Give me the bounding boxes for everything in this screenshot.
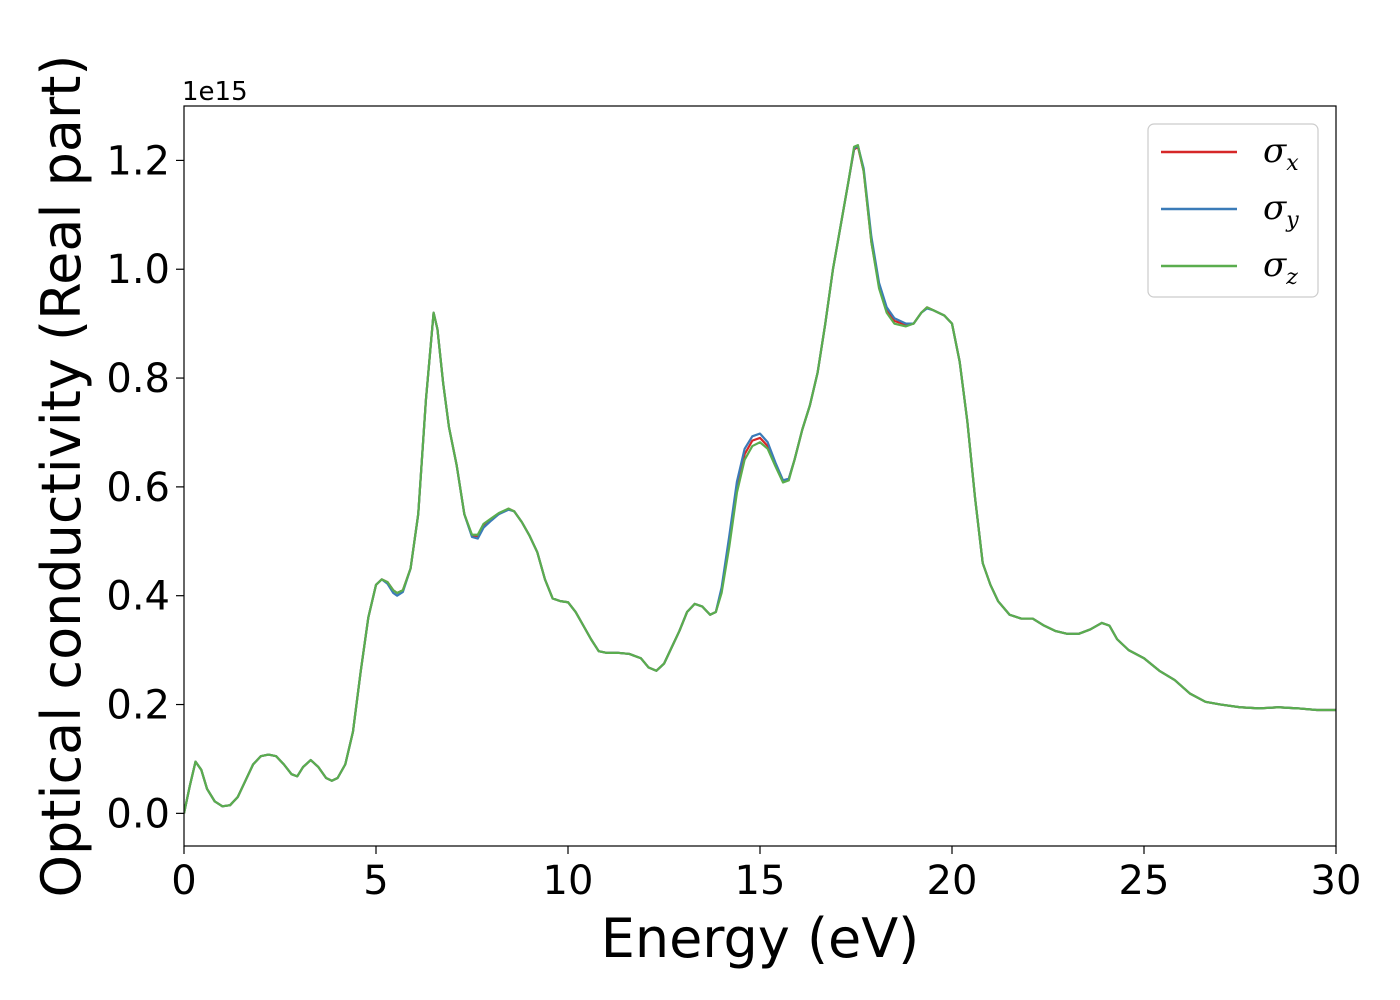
legend-symbol: σ	[1263, 188, 1287, 228]
legend-label-y: σy	[1263, 188, 1299, 233]
legend-subscript: z	[1285, 265, 1298, 290]
y-tick-label: 1.2	[106, 138, 170, 184]
x-tick-label: 5	[363, 858, 388, 904]
x-tick-label: 20	[927, 858, 978, 904]
x-axis-label: Energy (eV)	[601, 907, 920, 970]
x-tick-label: 15	[735, 858, 786, 904]
x-tick-label: 0	[171, 858, 196, 904]
legend-symbol: σ	[1263, 131, 1287, 171]
y-offset-label: 1e15	[182, 77, 248, 107]
y-tick-label: 0.0	[106, 791, 170, 837]
y-tick-label: 0.4	[106, 574, 170, 620]
y-axis-label: Optical conductivity (Real part)	[30, 55, 93, 898]
x-axis: 0 5 10 15 20 25 30	[171, 846, 1361, 904]
legend-symbol: σ	[1263, 245, 1287, 285]
x-tick-label: 25	[1119, 858, 1170, 904]
y-tick-label: 1.0	[106, 247, 170, 293]
y-tick-label: 0.2	[106, 683, 170, 729]
y-tick-label: 0.6	[106, 465, 170, 511]
legend-label-x: σx	[1263, 131, 1299, 176]
y-tick-label: 0.8	[106, 356, 170, 402]
x-tick-label: 30	[1311, 858, 1362, 904]
y-axis: 0.0 0.2 0.4 0.6 0.8 1.0 1.2	[106, 138, 184, 837]
legend-subscript: x	[1286, 151, 1299, 176]
series-layer	[184, 144, 1336, 814]
legend-box	[1147, 123, 1319, 298]
plot-background	[184, 106, 1336, 846]
series-line-z	[184, 144, 1336, 814]
legend-label-z: σz	[1263, 245, 1298, 290]
x-tick-label: 10	[543, 858, 594, 904]
legend-subscript: y	[1285, 208, 1299, 233]
